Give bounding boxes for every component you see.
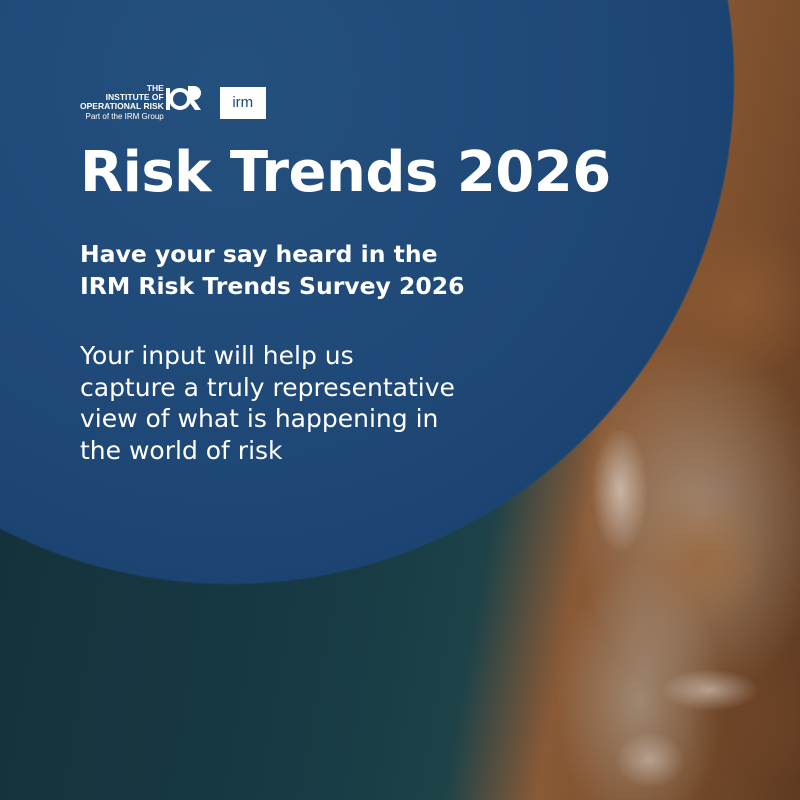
body-line1: Your input will help us (80, 341, 354, 370)
logos: THE INSTITUTE OF OPERATIONAL RISK Part o… (80, 84, 266, 121)
iorm-sub: Part of the IRM Group (85, 112, 164, 121)
body-line4: the world of risk (80, 435, 283, 465)
irm-logo: irm (219, 86, 266, 119)
iorm-line3: OPERATIONAL RISK (80, 101, 164, 111)
iorm-logo: THE INSTITUTE OF OPERATIONAL RISK Part o… (80, 84, 202, 121)
subtitle: Have your say heard in the IRM Risk Tren… (80, 238, 464, 302)
iorm-line2: INSTITUTE OF (105, 92, 164, 102)
iorm-line1: THE (146, 83, 164, 93)
irm-logo-text: irm (232, 94, 254, 111)
ior-mark-icon (165, 86, 201, 110)
body-line3: view of what is happening in (80, 404, 439, 433)
body-text: Your input will help us capture a truly … (80, 340, 500, 466)
subtitle-line1: Have your say heard in the (80, 240, 438, 268)
page-title: Risk Trends 2026 (80, 140, 611, 205)
subtitle-line2: IRM Risk Trends Survey 2026 (80, 272, 465, 300)
body-line2: capture a truly representative (80, 372, 455, 402)
